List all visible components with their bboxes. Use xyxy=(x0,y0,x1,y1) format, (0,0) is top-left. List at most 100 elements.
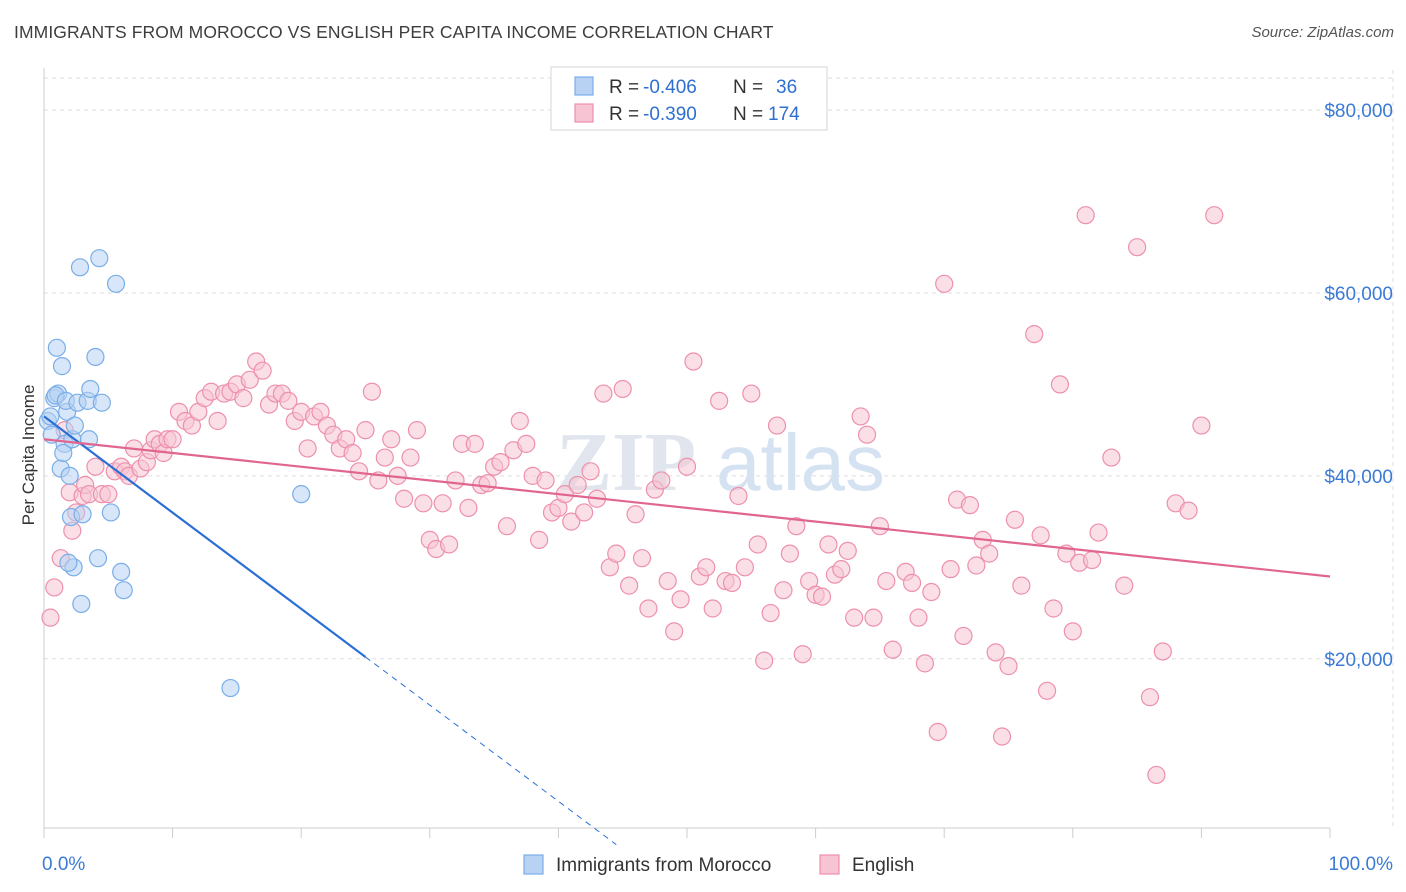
morocco-point-26 xyxy=(88,549,108,568)
watermark: ZIP atlas xyxy=(556,416,885,509)
english-point-151 xyxy=(980,544,999,563)
english-point-55 xyxy=(356,421,375,440)
english-point-173 xyxy=(1153,642,1172,661)
english-point-120 xyxy=(774,581,793,600)
trend-lines xyxy=(43,415,1331,845)
english-point-175 xyxy=(1179,501,1198,520)
stats-n-value-pink: 174 xyxy=(768,104,800,125)
chart-legend: Immigrants from Morocco English xyxy=(523,854,914,876)
english-point-148 xyxy=(960,496,980,515)
english-point-46 xyxy=(298,439,317,458)
legend-label-english: English xyxy=(852,855,914,876)
english-point-92 xyxy=(594,384,613,403)
english-point-59 xyxy=(382,430,401,449)
morocco-point-25 xyxy=(86,347,105,367)
morocco-point-18 xyxy=(70,258,90,277)
english-point-58 xyxy=(375,448,394,467)
english-point-156 xyxy=(1012,576,1031,595)
legend-swatch-pink xyxy=(819,854,840,875)
english-point-145 xyxy=(941,560,960,579)
english-point-154 xyxy=(999,657,1018,676)
stats-r-label-pink: R = xyxy=(609,104,639,125)
legend-label-morocco: Immigrants from Morocco xyxy=(556,855,771,876)
english-point-134 xyxy=(864,608,883,627)
english-point-1 xyxy=(45,578,64,597)
x-tick-labels: 0.0% 100.0% xyxy=(42,854,1393,875)
english-point-101 xyxy=(652,471,671,490)
english-point-77 xyxy=(497,517,517,536)
english-point-177 xyxy=(1205,206,1224,225)
english-point-61 xyxy=(394,489,414,508)
english-point-130 xyxy=(838,541,857,560)
english-point-80 xyxy=(517,434,536,453)
y-tick-labels: $20,000 $40,000 $60,000 $80,000 xyxy=(1324,101,1393,671)
english-point-62 xyxy=(401,448,420,467)
english-point-119 xyxy=(767,416,787,435)
english-point-99 xyxy=(639,599,658,618)
morocco-point-33 xyxy=(221,678,240,698)
english-trend-line xyxy=(43,438,1331,578)
english-point-155 xyxy=(1005,510,1025,529)
english-point-88 xyxy=(568,475,587,495)
english-point-169 xyxy=(1115,576,1134,595)
english-point-170 xyxy=(1127,238,1147,257)
english-point-106 xyxy=(684,352,703,371)
morocco-point-34 xyxy=(292,485,311,504)
english-point-115 xyxy=(742,384,761,403)
stats-legend-box: R = -0.406 N = 36 R = -0.390 N = 174 xyxy=(550,66,828,131)
english-point-137 xyxy=(883,640,902,659)
english-point-94 xyxy=(607,544,626,563)
english-point-63 xyxy=(407,421,427,440)
english-point-139 xyxy=(902,573,922,592)
y-axis-title: Per Capita Income xyxy=(19,385,38,526)
english-point-157 xyxy=(1025,324,1044,344)
english-point-158 xyxy=(1031,526,1050,545)
english-point-176 xyxy=(1192,416,1211,435)
english-point-132 xyxy=(851,407,870,426)
english-point-129 xyxy=(832,560,851,579)
morocco-point-30 xyxy=(106,274,126,293)
english-point-25 xyxy=(163,430,182,449)
english-point-165 xyxy=(1076,206,1095,225)
morocco-point-10 xyxy=(54,443,73,463)
english-point-64 xyxy=(414,494,433,513)
x-tick-label-end: 100.0% xyxy=(1329,854,1394,875)
english-point-97 xyxy=(626,505,645,524)
english-point-43 xyxy=(279,391,298,410)
english-point-141 xyxy=(915,654,935,673)
english-point-116 xyxy=(748,535,767,554)
english-point-172 xyxy=(1147,765,1166,785)
morocco-point-29 xyxy=(101,503,120,522)
morocco-point-8 xyxy=(52,357,72,376)
english-point-10 xyxy=(86,457,105,476)
english-point-90 xyxy=(581,462,600,481)
english-point-82 xyxy=(530,530,549,549)
english-point-71 xyxy=(459,498,478,517)
morocco-point-27 xyxy=(92,393,111,412)
english-point-168 xyxy=(1102,448,1121,467)
x-tick-label-start: 0.0% xyxy=(42,854,85,875)
english-point-74 xyxy=(478,474,497,493)
y-tick-label-1: $40,000 xyxy=(1324,467,1393,488)
stats-n-value-blue: 36 xyxy=(776,77,797,98)
english-point-121 xyxy=(780,544,799,563)
english-point-98 xyxy=(632,549,652,568)
morocco-point-23 xyxy=(81,379,100,399)
english-point-163 xyxy=(1063,622,1082,641)
y-tick-label-3: $80,000 xyxy=(1324,101,1393,122)
source-credit: Source: ZipAtlas.com xyxy=(1251,24,1394,41)
english-point-167 xyxy=(1089,523,1108,542)
english-point-131 xyxy=(845,608,864,627)
english-point-12 xyxy=(99,485,118,504)
english-point-69 xyxy=(446,471,465,490)
english-point-161 xyxy=(1050,375,1070,394)
english-point-136 xyxy=(877,571,896,591)
stats-n-label-blue: N = xyxy=(733,77,763,98)
stats-n-label-pink: N = xyxy=(733,104,763,125)
english-point-39 xyxy=(253,361,272,380)
english-point-140 xyxy=(909,608,928,627)
y-tick-label-0: $20,000 xyxy=(1324,650,1393,671)
morocco-point-19 xyxy=(72,594,91,614)
english-point-95 xyxy=(613,379,632,399)
